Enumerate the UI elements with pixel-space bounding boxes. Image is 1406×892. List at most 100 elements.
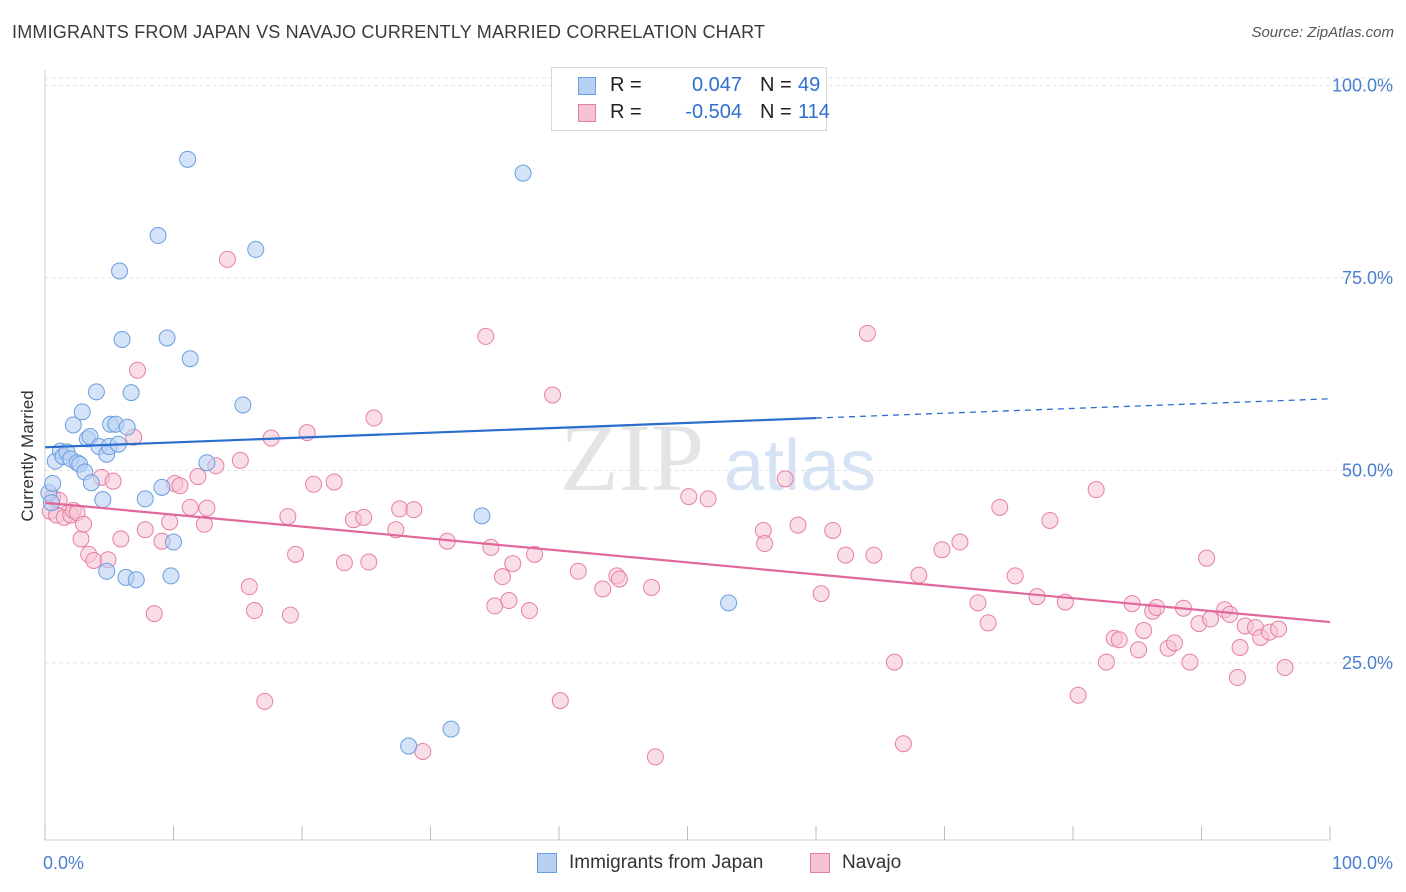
navajo-point bbox=[544, 386, 562, 404]
navajo-point bbox=[231, 451, 249, 469]
navajo-point bbox=[414, 742, 432, 760]
navajo-point bbox=[1228, 669, 1246, 687]
japan-point bbox=[153, 478, 171, 496]
navajo-point bbox=[477, 327, 495, 345]
navajo-point bbox=[145, 605, 163, 623]
navajo-point bbox=[812, 585, 830, 603]
navajo-point bbox=[699, 490, 717, 508]
watermark-atlas: atlas bbox=[724, 426, 876, 506]
navajo-point bbox=[1097, 653, 1115, 671]
japan-point bbox=[122, 384, 140, 402]
legend-r-value: 0.047 bbox=[691, 74, 742, 96]
navajo-point bbox=[129, 361, 147, 379]
navajo-point bbox=[1166, 634, 1184, 652]
x-tick-label: 0.0% bbox=[43, 853, 84, 873]
navajo-point bbox=[161, 513, 179, 531]
navajo-point bbox=[287, 545, 305, 563]
japan-point bbox=[720, 594, 738, 612]
trend-lines bbox=[44, 398, 1331, 624]
navajo-point bbox=[776, 470, 794, 488]
navajo-point bbox=[1006, 567, 1024, 585]
legend-swatch-navajo bbox=[578, 104, 596, 122]
y-tick-label: 75.0% bbox=[1342, 268, 1393, 288]
navajo-point bbox=[195, 515, 213, 533]
legend-label-navajo: Navajo bbox=[842, 852, 902, 873]
navajo-point bbox=[643, 578, 661, 596]
japan-point bbox=[113, 331, 131, 348]
japan-trend-extension bbox=[815, 398, 1331, 419]
navajo-point bbox=[256, 692, 274, 710]
japan-points bbox=[40, 150, 738, 755]
legend-n-value: 114 bbox=[798, 101, 830, 123]
x-tick-label: 100.0% bbox=[1332, 853, 1393, 873]
japan-point bbox=[73, 403, 91, 421]
navajo-point bbox=[969, 594, 987, 612]
navajo-point bbox=[1276, 659, 1294, 677]
navajo-trend-line bbox=[44, 501, 1331, 624]
y-tick-label: 100.0% bbox=[1332, 75, 1393, 95]
navajo-point bbox=[355, 508, 373, 526]
japan-trend-line bbox=[44, 416, 817, 449]
navajo-point bbox=[1069, 686, 1087, 704]
navajo-point bbox=[493, 568, 511, 586]
navajo-point bbox=[951, 533, 969, 551]
navajo-point bbox=[72, 530, 90, 548]
japan-point bbox=[400, 737, 418, 755]
watermark: ZIP atlas bbox=[560, 404, 876, 511]
navajo-point bbox=[594, 580, 612, 598]
navajo-point bbox=[486, 597, 504, 615]
navajo-point bbox=[112, 530, 130, 548]
legend-n-label: N = bbox=[760, 74, 792, 96]
navajo-point bbox=[1181, 653, 1199, 671]
navajo-point bbox=[335, 554, 353, 572]
navajo-point bbox=[885, 653, 903, 671]
navajo-point bbox=[405, 501, 423, 519]
japan-point bbox=[442, 720, 460, 738]
navajo-point bbox=[279, 508, 297, 526]
japan-point bbox=[136, 490, 154, 508]
japan-point bbox=[98, 562, 116, 580]
navajo-point bbox=[1198, 549, 1216, 567]
japan-point bbox=[111, 262, 129, 280]
japan-point bbox=[162, 567, 180, 585]
navajo-point bbox=[610, 570, 628, 588]
navajo-point bbox=[360, 553, 378, 571]
japan-point bbox=[234, 396, 252, 414]
navajo-point bbox=[387, 521, 405, 539]
navajo-point bbox=[504, 555, 522, 573]
navajo-point bbox=[837, 546, 855, 564]
navajo-point bbox=[171, 477, 189, 495]
stats-legend: R = 0.047 N = 49 R = -0.504 N = 114 bbox=[551, 67, 830, 131]
navajo-point bbox=[756, 535, 774, 553]
legend-label-japan: Immigrants from Japan bbox=[569, 852, 764, 873]
navajo-point bbox=[1201, 610, 1219, 628]
navajo-point bbox=[281, 606, 299, 624]
navajo-point bbox=[1130, 641, 1148, 659]
legend-swatch-japan bbox=[578, 77, 596, 95]
y-tick-label: 25.0% bbox=[1342, 653, 1393, 673]
japan-point bbox=[247, 240, 265, 258]
japan-point bbox=[149, 227, 167, 245]
navajo-point bbox=[1028, 588, 1046, 606]
navajo-point bbox=[1135, 622, 1153, 640]
tick-labels: 25.0% 50.0% 75.0% 100.0% 0.0% 100.0% bbox=[43, 75, 1393, 873]
legend-n-label: N = bbox=[760, 101, 792, 123]
japan-point bbox=[198, 454, 216, 472]
navajo-point bbox=[305, 475, 323, 493]
chart-title: IMMIGRANTS FROM JAPAN VS NAVAJO CURRENTL… bbox=[12, 22, 766, 42]
navajo-point bbox=[910, 566, 928, 584]
navajo-point bbox=[1270, 620, 1288, 638]
navajo-point bbox=[865, 546, 883, 564]
navajo-point bbox=[75, 515, 93, 533]
japan-point bbox=[127, 571, 145, 589]
legend-r-label: R = bbox=[610, 74, 642, 96]
navajo-point bbox=[240, 578, 258, 596]
gridlines bbox=[45, 77, 1395, 664]
japan-point bbox=[165, 533, 182, 551]
y-tick-label: 50.0% bbox=[1342, 460, 1393, 480]
navajo-point bbox=[991, 498, 1009, 516]
navajo-point bbox=[824, 521, 842, 539]
japan-point bbox=[64, 416, 82, 434]
navajo-point bbox=[894, 735, 912, 753]
